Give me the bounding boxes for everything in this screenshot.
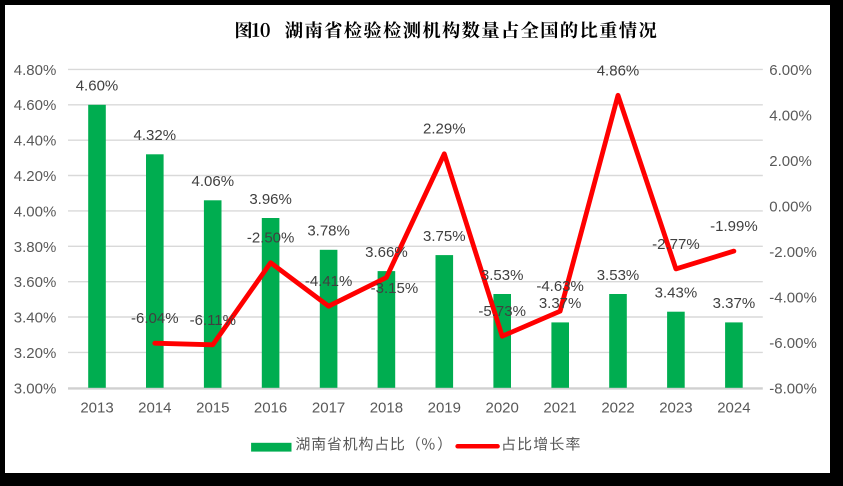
svg-text:2020: 2020 bbox=[486, 399, 519, 416]
svg-text:4.80%: 4.80% bbox=[14, 62, 57, 79]
svg-text:3.66%: 3.66% bbox=[365, 244, 408, 261]
svg-text:2.00%: 2.00% bbox=[769, 153, 812, 170]
svg-text:4.00%: 4.00% bbox=[14, 203, 57, 220]
svg-text:2019: 2019 bbox=[428, 399, 461, 416]
svg-text:3.80%: 3.80% bbox=[14, 239, 57, 256]
svg-text:2013: 2013 bbox=[80, 399, 113, 416]
svg-text:-2.00%: -2.00% bbox=[769, 244, 817, 261]
svg-text:3.40%: 3.40% bbox=[14, 310, 57, 327]
svg-text:4.40%: 4.40% bbox=[14, 133, 57, 150]
svg-text:-2.50%: -2.50% bbox=[247, 230, 295, 247]
svg-text:6.00%: 6.00% bbox=[769, 62, 812, 79]
svg-text:-6.11%: -6.11% bbox=[190, 312, 236, 329]
svg-text:-4.63%: -4.63% bbox=[536, 278, 584, 295]
svg-text:-5.73%: -5.73% bbox=[478, 303, 526, 320]
svg-text:2021: 2021 bbox=[543, 399, 576, 416]
svg-text:3.37%: 3.37% bbox=[539, 295, 582, 312]
svg-text:-4.41%: -4.41% bbox=[305, 273, 353, 290]
svg-text:-2.77%: -2.77% bbox=[652, 236, 700, 253]
svg-text:2014: 2014 bbox=[138, 399, 171, 416]
svg-text:4.32%: 4.32% bbox=[134, 127, 177, 144]
svg-text:2015: 2015 bbox=[196, 399, 229, 416]
svg-text:2023: 2023 bbox=[659, 399, 692, 416]
svg-text:4.86%: 4.86% bbox=[597, 62, 640, 79]
svg-text:0.00%: 0.00% bbox=[769, 198, 812, 215]
svg-text:2017: 2017 bbox=[312, 399, 345, 416]
svg-text:3.53%: 3.53% bbox=[481, 267, 524, 284]
svg-text:-1.99%: -1.99% bbox=[710, 218, 758, 235]
svg-text:4.06%: 4.06% bbox=[192, 173, 235, 190]
svg-text:3.43%: 3.43% bbox=[655, 285, 698, 302]
svg-text:3.20%: 3.20% bbox=[14, 345, 57, 362]
svg-text:-3.15%: -3.15% bbox=[371, 280, 419, 297]
svg-text:-4.00%: -4.00% bbox=[769, 289, 817, 306]
svg-text:4.20%: 4.20% bbox=[14, 168, 57, 185]
svg-text:3.96%: 3.96% bbox=[249, 191, 292, 208]
svg-text:3.78%: 3.78% bbox=[307, 223, 350, 240]
svg-text:-8.00%: -8.00% bbox=[769, 380, 817, 397]
svg-text:3.37%: 3.37% bbox=[713, 295, 756, 312]
svg-text:2.29%: 2.29% bbox=[423, 121, 466, 138]
svg-text:-6.04%: -6.04% bbox=[131, 310, 179, 327]
svg-text:2016: 2016 bbox=[254, 399, 287, 416]
svg-text:3.00%: 3.00% bbox=[14, 380, 57, 397]
svg-text:3.60%: 3.60% bbox=[14, 274, 57, 291]
svg-text:2018: 2018 bbox=[370, 399, 403, 416]
svg-text:4.00%: 4.00% bbox=[769, 107, 812, 124]
svg-text:4.60%: 4.60% bbox=[14, 97, 57, 114]
svg-text:3.53%: 3.53% bbox=[597, 267, 640, 284]
svg-text:-6.00%: -6.00% bbox=[769, 335, 817, 352]
svg-text:3.75%: 3.75% bbox=[423, 228, 466, 245]
svg-text:2024: 2024 bbox=[717, 399, 750, 416]
svg-text:2022: 2022 bbox=[601, 399, 634, 416]
svg-text:4.60%: 4.60% bbox=[76, 78, 119, 95]
